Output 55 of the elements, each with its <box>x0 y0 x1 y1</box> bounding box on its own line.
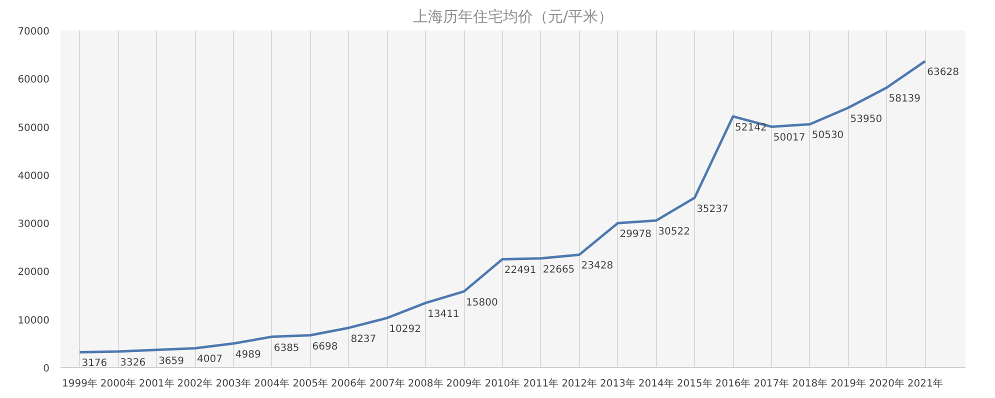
y-tick-label: 40000 <box>18 170 50 182</box>
x-tick-label: 2021年 <box>907 378 943 390</box>
x-tick-label: 2008年 <box>408 378 444 390</box>
x-tick-label: 2006年 <box>330 378 366 390</box>
x-tick-label: 2017年 <box>754 378 790 390</box>
data-label: 3659 <box>158 356 184 367</box>
data-label: 3326 <box>120 357 146 368</box>
data-label: 35237 <box>696 204 728 215</box>
x-tick-label: 2005年 <box>292 378 328 390</box>
data-label: 29978 <box>620 229 652 240</box>
chart-title: 上海历年住宅均价（元/平米） <box>412 8 614 26</box>
data-label: 30522 <box>658 226 690 238</box>
y-tick-label: 50000 <box>18 122 50 134</box>
y-tick-label: 60000 <box>18 74 50 86</box>
data-label: 15800 <box>466 297 498 308</box>
data-label: 13411 <box>428 308 460 320</box>
x-tick-label: 2011年 <box>523 378 559 390</box>
y-tick-label: 10000 <box>18 315 50 326</box>
y-tick-label: 70000 <box>18 26 50 38</box>
data-label: 6698 <box>312 341 338 352</box>
x-tick-label: 1999年 <box>62 378 98 390</box>
data-label: 53950 <box>850 114 882 125</box>
x-tick-label: 2010年 <box>484 378 520 390</box>
x-tick-label: 2015年 <box>676 378 712 390</box>
x-tick-label: 2004年 <box>254 378 290 390</box>
x-tick-label: 2019年 <box>830 378 866 390</box>
x-tick-label: 2014年 <box>638 378 674 390</box>
x-tick-label: 2007年 <box>369 378 405 390</box>
x-tick-label: 2000年 <box>100 378 136 390</box>
data-label: 52142 <box>735 122 767 134</box>
x-tick-label: 2013年 <box>600 378 636 390</box>
data-label: 3176 <box>82 358 108 370</box>
data-label: 58139 <box>888 94 921 105</box>
y-tick-label: 20000 <box>18 267 50 278</box>
data-label: 4989 <box>235 349 261 360</box>
data-label: 10292 <box>389 324 421 335</box>
data-label: 23428 <box>581 260 614 272</box>
data-label: 63628 <box>927 67 959 78</box>
x-tick-label: 2020年 <box>868 378 904 390</box>
data-label: 50530 <box>812 130 844 142</box>
data-label: 8237 <box>350 334 376 345</box>
x-tick-label: 2001年 <box>138 378 174 390</box>
data-label: 22665 <box>542 264 575 276</box>
y-tick-label: 30000 <box>18 219 50 230</box>
data-label: 6385 <box>274 342 300 354</box>
x-tick-label: 2009年 <box>446 378 482 390</box>
x-tick-label: 2003年 <box>216 378 252 390</box>
x-tick-label: 2016年 <box>715 378 751 390</box>
x-tick-label: 2012年 <box>562 378 598 390</box>
y-tick-label: 0 <box>43 364 50 374</box>
data-label: 4007 <box>197 354 222 366</box>
data-label: 22491 <box>504 265 536 276</box>
x-tick-label: 2018年 <box>792 378 828 390</box>
data-label: 50017 <box>773 132 806 144</box>
x-tick-label: 2002年 <box>177 378 213 390</box>
